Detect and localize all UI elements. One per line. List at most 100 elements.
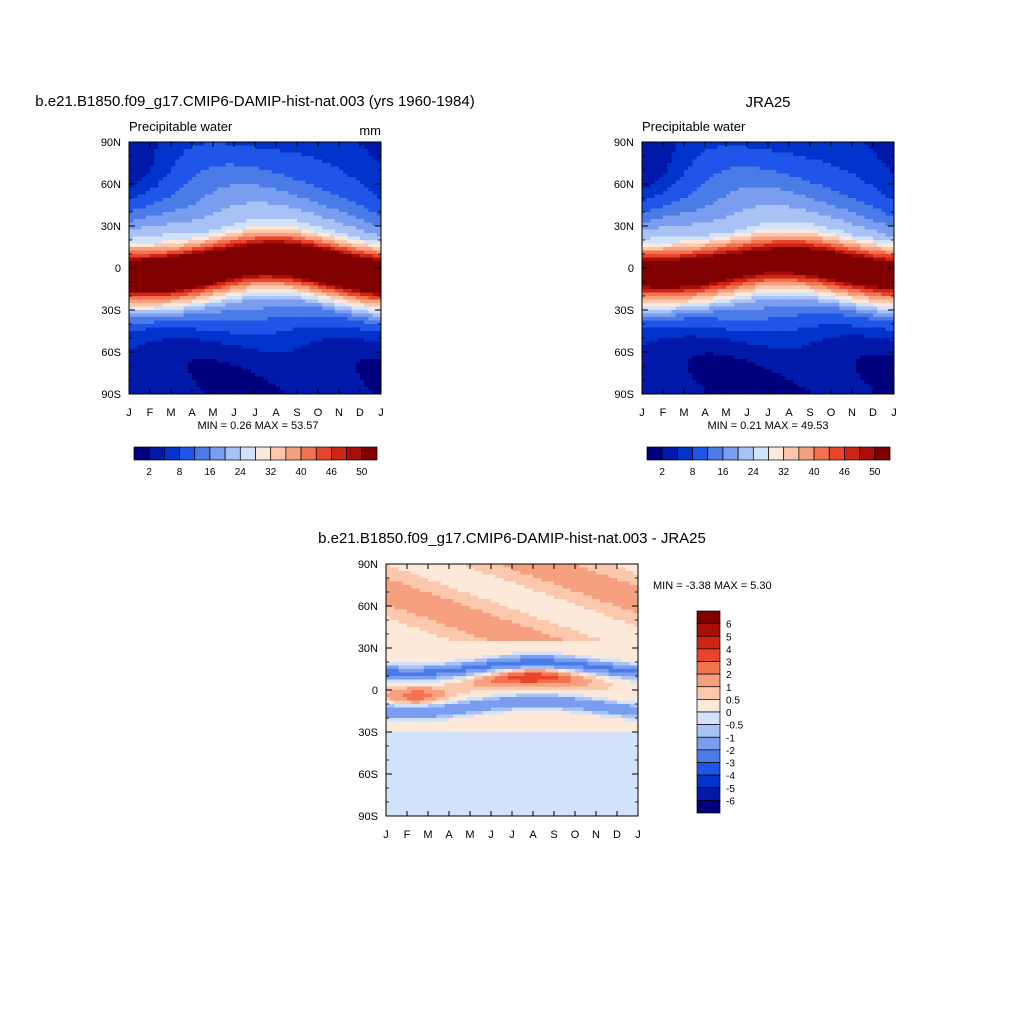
- heatmap-cell: [364, 390, 369, 394]
- heatmap-cell: [305, 380, 311, 385]
- heatmap-cell: [133, 383, 138, 388]
- heatmap-cell: [301, 240, 306, 245]
- heatmap-cell: [234, 380, 239, 385]
- heatmap-cell: [646, 152, 651, 157]
- heatmap-cell: [318, 289, 323, 294]
- heatmap-cell: [292, 261, 298, 266]
- heatmap-cell: [238, 324, 243, 329]
- heatmap-cell: [360, 313, 365, 318]
- heatmap-cell: [166, 369, 172, 374]
- heatmap-cell: [284, 205, 290, 210]
- heatmap-cell: [654, 289, 660, 294]
- heatmap-cell: [663, 149, 668, 154]
- heatmap-cell: [179, 250, 185, 255]
- heatmap-cell: [658, 156, 664, 161]
- heatmap-cell: [305, 352, 311, 357]
- heatmap-cell: [301, 369, 306, 374]
- heatmap-cell: [145, 299, 151, 304]
- heatmap-cell: [288, 376, 294, 381]
- heatmap-cell: [671, 257, 677, 262]
- heatmap-cell: [322, 254, 327, 259]
- heatmap-cell: [129, 341, 134, 346]
- heatmap-cell: [137, 222, 143, 227]
- heatmap-cell: [242, 198, 248, 203]
- panel-subtitle-left: Precipitable water: [642, 119, 746, 134]
- heatmap-cell: [330, 369, 336, 374]
- heatmap-cell: [141, 362, 147, 367]
- heatmap-cell: [650, 271, 656, 276]
- heatmap-cell: [175, 142, 180, 147]
- heatmap-cell: [242, 254, 248, 259]
- heatmap-cell: [221, 170, 227, 175]
- heatmap-cell: [225, 257, 231, 262]
- heatmap-cell: [322, 380, 327, 385]
- heatmap-cell: [246, 184, 252, 189]
- heatmap-cell: [347, 366, 353, 371]
- heatmap-cell: [284, 184, 290, 189]
- heatmap-cell: [263, 352, 269, 357]
- heatmap-cell: [267, 236, 273, 241]
- heatmap-cell: [301, 306, 306, 311]
- heatmap-cell: [263, 180, 269, 185]
- heatmap-cell: [229, 177, 235, 182]
- heatmap-cell: [646, 264, 651, 269]
- heatmap-cell: [141, 229, 147, 234]
- heatmap-cell: [200, 240, 206, 245]
- heatmap-cell: [322, 383, 327, 388]
- heatmap-cell: [217, 376, 222, 381]
- heatmap-cell: [351, 331, 357, 336]
- heatmap-cell: [250, 317, 256, 322]
- heatmap-cell: [129, 236, 134, 241]
- heatmap-cell: [654, 271, 660, 276]
- heatmap-cell: [301, 142, 306, 147]
- heatmap-cell: [288, 327, 294, 332]
- heatmap-cell: [225, 285, 231, 290]
- heatmap-cell: [322, 355, 327, 360]
- heatmap-cell: [145, 180, 151, 185]
- heatmap-cell: [372, 383, 378, 388]
- heatmap-cell: [360, 278, 365, 283]
- heatmap-cell: [326, 289, 332, 294]
- heatmap-cell: [137, 369, 143, 374]
- heatmap-cell: [213, 229, 218, 234]
- heatmap-cell: [360, 355, 365, 360]
- heatmap-cell: [297, 355, 302, 360]
- heatmap-cell: [276, 285, 281, 290]
- heatmap-cell: [372, 271, 378, 276]
- heatmap-cell: [171, 222, 176, 227]
- heatmap-cell: [187, 229, 193, 234]
- heatmap-cell: [255, 222, 260, 227]
- heatmap-cell: [347, 177, 353, 182]
- heatmap-cell: [330, 163, 336, 168]
- heatmap-cell: [187, 166, 193, 171]
- heatmap-cell: [175, 166, 180, 171]
- heatmap-cell: [225, 177, 231, 182]
- heatmap-cell: [263, 233, 269, 238]
- heatmap-cell: [330, 254, 336, 259]
- heatmap-cell: [242, 268, 248, 273]
- heatmap-cell: [213, 313, 218, 318]
- heatmap-cell: [137, 191, 143, 196]
- heatmap-cell: [364, 271, 369, 276]
- heatmap-cell: [376, 198, 381, 203]
- heatmap-cell: [646, 205, 651, 210]
- heatmap-cell: [133, 184, 138, 189]
- heatmap-cell: [368, 327, 374, 332]
- heatmap-cell: [259, 352, 264, 357]
- heatmap-cell: [171, 180, 176, 185]
- heatmap-cell: [175, 292, 180, 297]
- heatmap-cell: [305, 156, 311, 161]
- heatmap-cell: [221, 229, 227, 234]
- x-tick-label: J: [231, 407, 237, 419]
- heatmap-cell: [334, 376, 340, 381]
- heatmap-cell: [225, 296, 231, 301]
- heatmap-cell: [187, 264, 193, 269]
- heatmap-cell: [663, 240, 668, 245]
- heatmap-cell: [229, 271, 235, 276]
- heatmap-cell: [667, 289, 672, 294]
- heatmap-cell: [663, 369, 668, 374]
- heatmap-cell: [234, 163, 239, 168]
- heatmap-cell: [229, 355, 235, 360]
- heatmap-cell: [288, 191, 294, 196]
- heatmap-cell: [271, 345, 277, 350]
